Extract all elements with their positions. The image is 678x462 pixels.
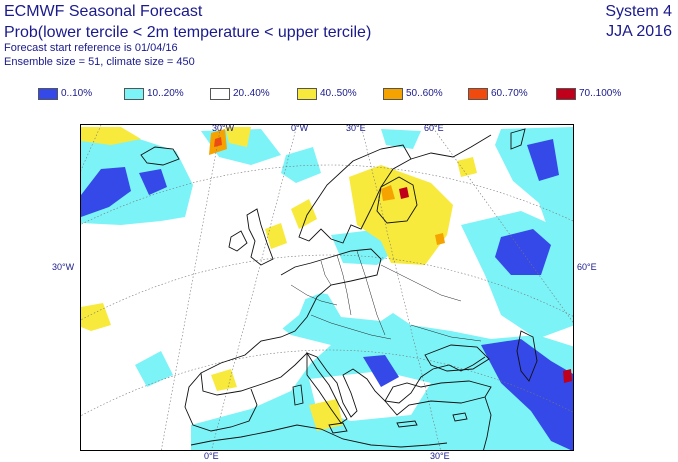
legend-label: 20..40% [233, 88, 270, 99]
legend-swatch [556, 88, 576, 100]
coastlines [140, 128, 538, 450]
legend-swatch [468, 88, 488, 100]
legend-swatch [383, 88, 403, 100]
map-canvas [81, 125, 573, 450]
country-borders [290, 250, 482, 342]
probability-20-40-areas [197, 245, 431, 421]
map-subtitle: Prob(lower tercile < 2m temperature < up… [4, 24, 372, 41]
graticule-label-top-30e: 30°E [346, 124, 366, 133]
legend-swatch [124, 88, 144, 100]
probability-40-50-areas [81, 127, 477, 431]
graticule-label-right-60e: 60°E [577, 262, 597, 272]
system-label: System 4 [605, 3, 672, 20]
season-label: JJA 2016 [606, 23, 672, 40]
europe-probability-map: 30°W 0°W 30°E 60°E [80, 124, 574, 451]
graticule-lines [81, 125, 573, 450]
legend-label: 40..50% [320, 88, 357, 99]
legend-swatch [210, 88, 230, 100]
graticule-label-left-30w: 30°W [52, 262, 75, 272]
graticule-label-top-30w: 30°W [212, 124, 235, 133]
legend-label: 0..10% [61, 88, 93, 99]
map-title: ECMWF Seasonal Forecast [4, 3, 203, 20]
forecast-start-reference: Forecast start reference is 01/04/16 [4, 42, 178, 54]
ensemble-size-info: Ensemble size = 51, climate size = 450 [4, 56, 195, 68]
probability-legend: 0..10% 10..20% 20..40% 40..50% 50..60% 6… [0, 88, 678, 104]
legend-label: 10..20% [147, 88, 184, 99]
legend-label: 50..60% [406, 88, 443, 99]
legend-label: 60..70% [491, 88, 528, 99]
probability-high-spots [209, 129, 572, 383]
legend-swatch [38, 88, 58, 100]
graticule-label-top-0: 0°W [291, 124, 309, 133]
graticule-label-top-60e: 60°E [424, 124, 444, 133]
graticule-label-bottom-0: 0°E [204, 451, 219, 461]
probability-0-10-areas [81, 139, 573, 450]
legend-label: 70..100% [579, 88, 622, 99]
graticule-label-bottom-30e: 30°E [430, 451, 450, 461]
legend-swatch [297, 88, 317, 100]
